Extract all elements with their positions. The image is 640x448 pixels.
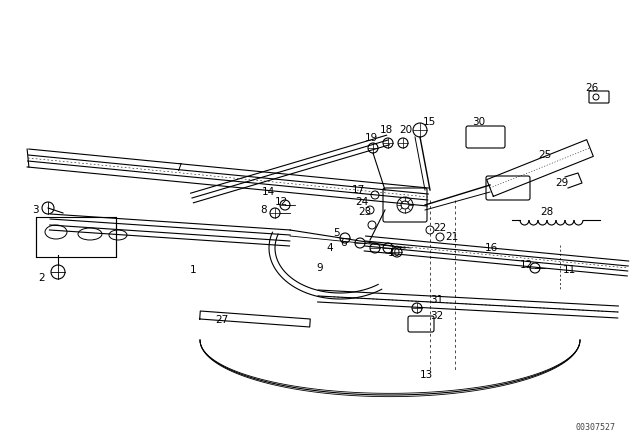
Text: 12: 12 <box>520 260 533 270</box>
Text: 23: 23 <box>358 207 371 217</box>
Text: 31: 31 <box>430 295 444 305</box>
Text: 25: 25 <box>538 150 551 160</box>
Text: 12: 12 <box>275 197 288 207</box>
Text: 17: 17 <box>352 185 365 195</box>
Text: 3: 3 <box>32 205 38 215</box>
Text: 7: 7 <box>175 163 182 173</box>
Text: 28: 28 <box>540 207 553 217</box>
Text: 11: 11 <box>563 265 576 275</box>
Text: 10: 10 <box>388 248 401 258</box>
Text: 14: 14 <box>262 187 275 197</box>
Text: 18: 18 <box>380 125 393 135</box>
Text: 16: 16 <box>485 243 499 253</box>
Text: 13: 13 <box>420 370 433 380</box>
Text: 6: 6 <box>340 238 347 248</box>
Text: 22: 22 <box>433 223 446 233</box>
Text: 26: 26 <box>585 83 598 93</box>
Text: 00307527: 00307527 <box>575 423 615 432</box>
Text: 20: 20 <box>399 125 412 135</box>
Text: 9: 9 <box>316 263 323 273</box>
Text: 21: 21 <box>445 232 458 242</box>
Text: 1: 1 <box>190 265 196 275</box>
Text: 29: 29 <box>555 178 568 188</box>
Text: 2: 2 <box>38 273 45 283</box>
Text: 15: 15 <box>423 117 436 127</box>
Text: 4: 4 <box>326 243 333 253</box>
Text: 19: 19 <box>365 133 378 143</box>
Text: 30: 30 <box>472 117 485 127</box>
Text: 8: 8 <box>260 205 267 215</box>
Text: 27: 27 <box>215 315 228 325</box>
Text: 32: 32 <box>430 311 444 321</box>
Text: 24: 24 <box>355 197 368 207</box>
Text: 5: 5 <box>333 228 340 238</box>
